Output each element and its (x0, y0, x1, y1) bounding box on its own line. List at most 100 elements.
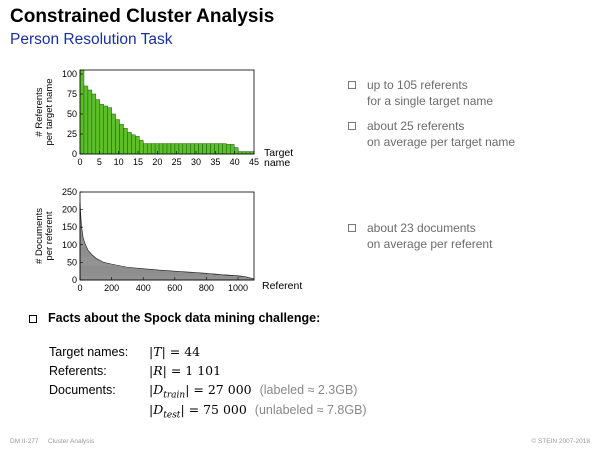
fact-value: 1 101 (185, 363, 222, 378)
fact-formula: |Dtrain| = 27 000 (labeled ≈ 2.3GB) (149, 382, 358, 401)
y-tick-label: 50 (67, 109, 77, 119)
bar (127, 132, 132, 155)
y-axis-label: # Documents (34, 208, 45, 264)
facts-heading-text: Facts about the Spock data mining challe… (48, 311, 321, 325)
bullet-box-icon (29, 315, 37, 323)
footer-right: © STEIN 2007-2018 (531, 438, 590, 445)
y-tick-label: 200 (62, 205, 77, 215)
note-line: on average per referent (367, 237, 493, 251)
x-tick-label: 0 (77, 283, 82, 293)
y-tick-label: 0 (72, 149, 77, 159)
bar (194, 143, 199, 155)
y-tick-label: 250 (62, 187, 77, 197)
fact-var: D (153, 382, 164, 397)
bar (99, 104, 104, 155)
bar (139, 140, 144, 155)
x-tick-label: 35 (210, 157, 220, 167)
x-tick-label: 30 (191, 157, 201, 167)
x-tick-label: 25 (172, 157, 182, 167)
fact-var: T (153, 344, 162, 359)
note-line: on average per target name (367, 135, 516, 149)
bar (135, 136, 140, 155)
x-tick-label: 1000 (228, 283, 248, 293)
bullet-box-icon (348, 122, 356, 130)
fact-note: (labeled ≈ 2.3GB) (259, 383, 358, 397)
y-tick-label: 100 (62, 69, 77, 79)
bar (218, 143, 223, 155)
bar (131, 134, 136, 155)
fact-sub: train (163, 390, 186, 401)
y-axis-label: # Referents (34, 87, 45, 136)
bar (178, 143, 184, 155)
x-tick-label: 40 (230, 157, 240, 167)
note-line: about 23 documents (367, 221, 476, 235)
x-axis-label: Referent (262, 280, 302, 292)
bar (222, 143, 227, 155)
fact-label: Documents: (49, 383, 116, 397)
bar (166, 143, 172, 155)
footer-left-topic: Cluster Analysis (48, 438, 95, 445)
bullet-box-icon (348, 224, 356, 232)
bar (202, 143, 207, 155)
y-axis-label: per referent (44, 211, 55, 260)
documents-area-chart: 0 200 400 600 800 1000 0 50 100 150 200 250 Referent… (34, 187, 302, 293)
y-axis-label: per target name (44, 78, 55, 145)
bar (115, 119, 120, 155)
bar (95, 99, 101, 155)
x-tick-label: 400 (136, 283, 151, 293)
y-tick-label: 75 (67, 89, 77, 99)
bar (103, 105, 108, 155)
y-tick-label: 100 (62, 240, 77, 250)
bar (190, 143, 195, 155)
bar (79, 69, 85, 155)
bar (198, 143, 203, 155)
x-tick-label: 10 (114, 157, 124, 167)
fact-value: 44 (184, 344, 201, 359)
x-axis-label: Target (264, 147, 293, 159)
footer-left-code: DM II-277 (10, 438, 39, 445)
x-tick-label: 600 (167, 283, 182, 293)
fact-value: 27 000 (207, 382, 252, 397)
bar (158, 143, 164, 155)
bar (150, 143, 156, 155)
x-tick-label: 200 (104, 283, 119, 293)
x-tick-label: 5 (97, 157, 102, 167)
bullet-box-icon (348, 81, 356, 89)
fact-formula: |Dtest| = 75 000 (unlabeled ≈ 7.8GB) (149, 402, 367, 421)
plot-frame (79, 69, 255, 155)
bar (107, 107, 112, 155)
x-axis-label: name (264, 157, 290, 169)
page-title: Constrained Cluster Analysis (10, 6, 275, 27)
y-tick-label: 25 (67, 129, 77, 139)
y-tick-label: 50 (67, 257, 77, 267)
x-tick-label: 20 (152, 157, 162, 167)
page-subtitle: Person Resolution Task (10, 31, 173, 48)
bar (87, 89, 93, 155)
bar (170, 143, 176, 155)
bar (111, 113, 116, 155)
x-tick-label: 0 (77, 157, 82, 167)
bar (143, 143, 148, 155)
x-tick-label: 45 (249, 157, 259, 167)
bar (182, 143, 188, 155)
x-tick-label: 15 (133, 157, 143, 167)
fact-label: Referents: (49, 364, 107, 378)
fact-var: R (153, 363, 163, 378)
bar (91, 93, 97, 155)
fact-note: (unlabeled ≈ 7.8GB) (254, 403, 367, 417)
fact-var: D (153, 402, 164, 417)
note-line: up to 105 referents (367, 78, 468, 92)
y-tick-label: 0 (72, 275, 77, 285)
fact-sub: test (163, 410, 181, 421)
bar (230, 144, 235, 155)
bar (83, 85, 89, 155)
y-tick-label: 150 (62, 222, 77, 232)
fact-value: 75 000 (203, 402, 247, 417)
bar (226, 144, 231, 155)
bar (123, 128, 128, 155)
fact-formula: |T| = 44 (149, 344, 201, 359)
bar (210, 143, 215, 155)
note-line: about 25 referents (367, 119, 465, 133)
bar (146, 143, 152, 155)
